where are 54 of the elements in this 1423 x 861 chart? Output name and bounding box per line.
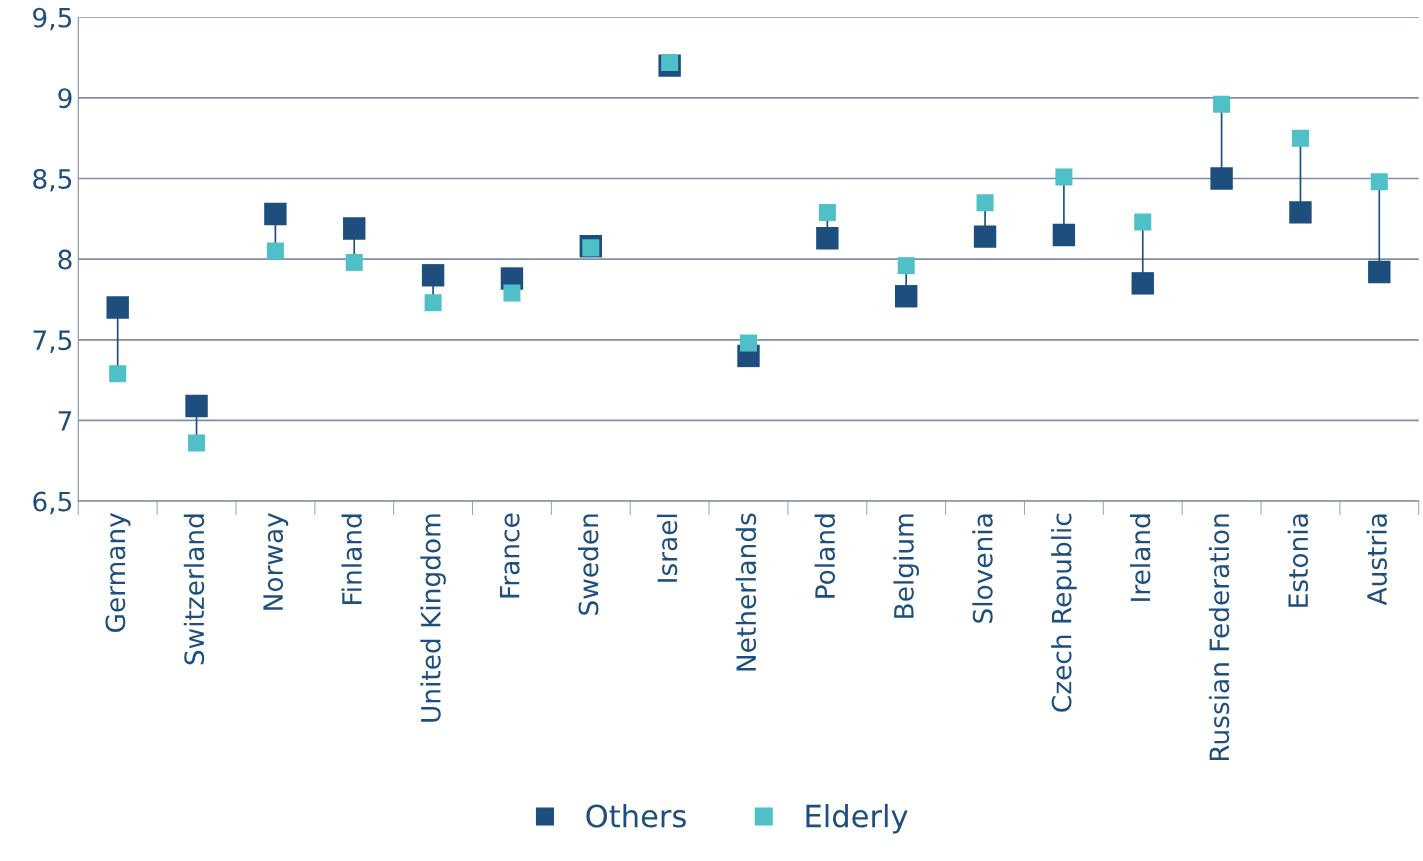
point bbox=[895, 285, 918, 308]
y-tick-label: 8,5 bbox=[33, 168, 72, 192]
x-tick-label: Ireland bbox=[1129, 514, 1151, 601]
x-tick-label: Sweden bbox=[578, 514, 599, 615]
point bbox=[1289, 201, 1312, 224]
point bbox=[343, 217, 366, 240]
point bbox=[1055, 168, 1073, 186]
point bbox=[1131, 272, 1154, 295]
point bbox=[424, 294, 442, 312]
point bbox=[1213, 95, 1231, 113]
x-tick-label: United Kingdom bbox=[420, 514, 446, 722]
point bbox=[109, 365, 127, 383]
x-tick-label: Austria bbox=[1366, 514, 1387, 606]
x-tick-label: Estonia bbox=[1287, 514, 1309, 607]
x-tick-label: Belgium bbox=[893, 514, 919, 618]
y-tick-label: 9 bbox=[58, 88, 72, 109]
point bbox=[264, 202, 287, 226]
point bbox=[1134, 213, 1152, 231]
x-tick-label: Russian Federation bbox=[1208, 514, 1230, 761]
point bbox=[1052, 223, 1076, 247]
point bbox=[973, 225, 997, 248]
y-tick-label: 7 bbox=[58, 411, 72, 431]
point bbox=[345, 253, 363, 271]
point bbox=[266, 242, 284, 260]
legend-label: Others bbox=[586, 803, 686, 828]
y-tick-label: 8 bbox=[58, 249, 72, 270]
point bbox=[976, 194, 994, 212]
y-tick-label: 6,5 bbox=[33, 491, 72, 515]
point bbox=[188, 434, 206, 452]
y-tick-label: 9,5 bbox=[33, 7, 72, 31]
point bbox=[897, 257, 915, 275]
x-tick-label: Norway bbox=[263, 513, 289, 610]
x-tick-label: Israel bbox=[656, 514, 678, 582]
x-tick-label: Poland bbox=[814, 514, 836, 598]
x-tick-label: Netherlands bbox=[735, 513, 757, 671]
point bbox=[421, 264, 445, 287]
point bbox=[1370, 173, 1388, 191]
x-tick-label: France bbox=[499, 513, 520, 598]
point bbox=[1368, 260, 1391, 284]
point bbox=[739, 334, 757, 352]
x-tick-label: Switzerland bbox=[183, 514, 205, 665]
point bbox=[1291, 129, 1309, 147]
point bbox=[106, 296, 129, 319]
point bbox=[503, 284, 521, 302]
point bbox=[185, 394, 208, 418]
x-tick-label: Finland bbox=[341, 514, 362, 604]
point bbox=[1210, 167, 1233, 190]
point bbox=[818, 203, 836, 221]
point bbox=[816, 227, 839, 250]
x-tick-label: Slovenia bbox=[972, 514, 993, 623]
y-tick-label: 7,5 bbox=[33, 330, 72, 353]
x-tick-label: Czech Republic bbox=[1051, 513, 1077, 712]
x-tick-label: Germany bbox=[105, 513, 131, 633]
legend-label: Elderly bbox=[806, 803, 908, 834]
